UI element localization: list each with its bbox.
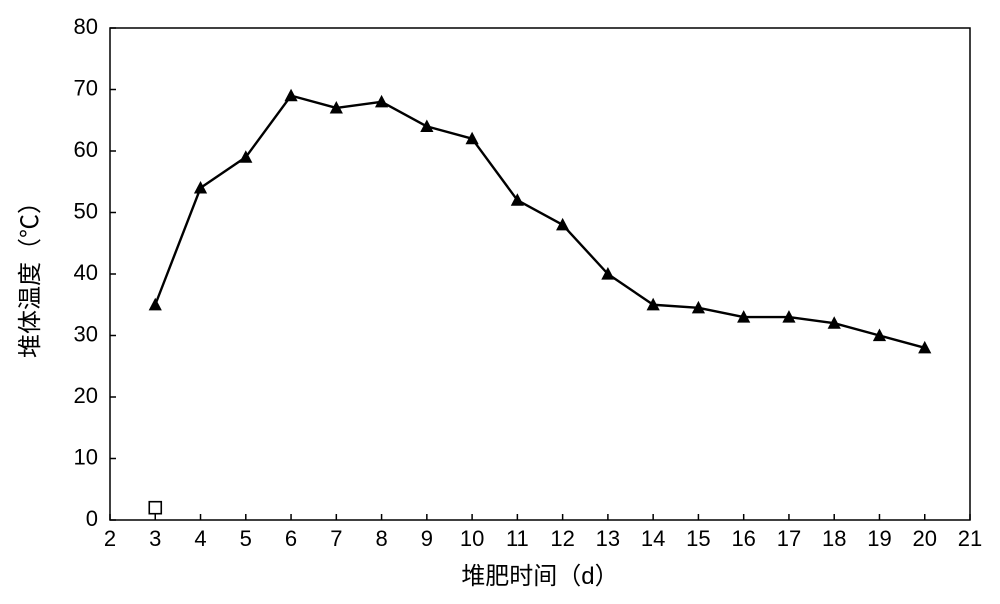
svg-text:11: 11 bbox=[506, 526, 529, 551]
svg-text:19: 19 bbox=[867, 526, 891, 551]
svg-text:10: 10 bbox=[74, 444, 98, 469]
svg-text:8: 8 bbox=[375, 526, 387, 551]
svg-text:50: 50 bbox=[74, 198, 98, 223]
svg-text:堆肥时间（d）: 堆肥时间（d） bbox=[461, 563, 618, 590]
svg-text:4: 4 bbox=[194, 526, 206, 551]
line-chart: 0 10 20 30 40 50 60 70 80 2 3 4 5 6 7 8 9 10 11 12 13 14 15 16 1… bbox=[0, 0, 1000, 604]
svg-text:2: 2 bbox=[104, 526, 116, 551]
svg-text:12: 12 bbox=[550, 526, 574, 551]
svg-text:20: 20 bbox=[912, 526, 936, 551]
svg-text:17: 17 bbox=[777, 526, 801, 551]
svg-text:7: 7 bbox=[330, 526, 342, 551]
svg-text:70: 70 bbox=[74, 75, 98, 100]
svg-text:10: 10 bbox=[460, 526, 484, 551]
svg-text:15: 15 bbox=[686, 526, 710, 551]
svg-text:40: 40 bbox=[74, 260, 98, 285]
svg-text:0: 0 bbox=[86, 506, 98, 531]
svg-text:堆体温度（℃）: 堆体温度（℃） bbox=[17, 190, 44, 358]
svg-text:9: 9 bbox=[421, 526, 433, 551]
svg-text:3: 3 bbox=[149, 526, 161, 551]
svg-text:18: 18 bbox=[822, 526, 846, 551]
svg-text:60: 60 bbox=[74, 137, 98, 162]
chart-container: 0 10 20 30 40 50 60 70 80 2 3 4 5 6 7 8 9 10 11 12 13 14 15 16 1… bbox=[0, 0, 1000, 604]
svg-text:5: 5 bbox=[240, 526, 252, 551]
svg-text:16: 16 bbox=[731, 526, 755, 551]
svg-text:80: 80 bbox=[74, 14, 98, 39]
svg-text:13: 13 bbox=[596, 526, 620, 551]
svg-text:21: 21 bbox=[958, 526, 982, 551]
svg-text:20: 20 bbox=[74, 383, 98, 408]
svg-text:30: 30 bbox=[74, 321, 98, 346]
svg-text:14: 14 bbox=[641, 526, 665, 551]
svg-text:6: 6 bbox=[285, 526, 297, 551]
